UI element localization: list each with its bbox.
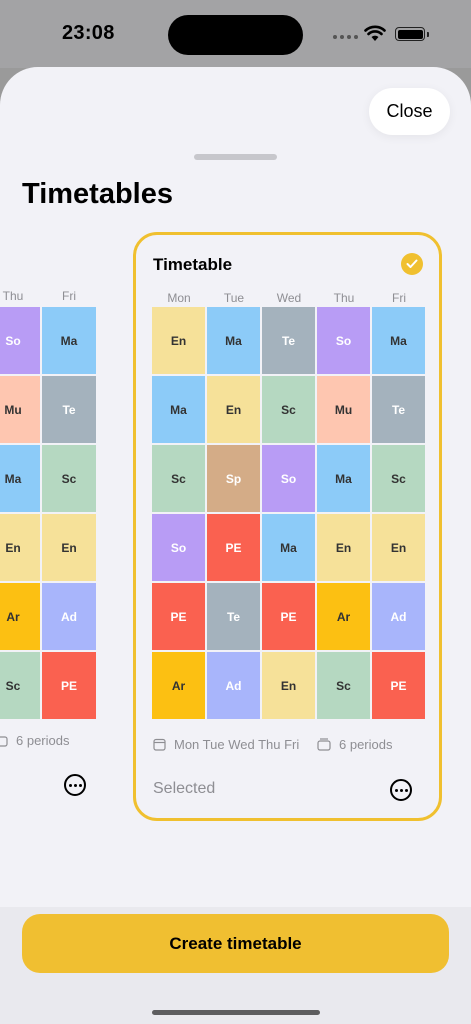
wifi-icon [364, 25, 386, 41]
timetable-cell: Ma [152, 376, 205, 443]
timetable-cell: Ma [0, 445, 40, 512]
timetable-cell: Te [372, 376, 425, 443]
timetable-cell: Te [207, 583, 260, 650]
timetable-cell: So [152, 514, 205, 581]
timetable-cell: Ma [262, 514, 315, 581]
create-timetable-button[interactable]: Create timetable [22, 914, 449, 973]
timetable-cell: Sp [207, 445, 260, 512]
timetable-cell: PE [152, 583, 205, 650]
timetable-cell: Sc [262, 376, 315, 443]
timetable-title: Timetable [153, 255, 233, 274]
timetable-card-selected[interactable]: Timetable Mon Tue Wed Thu Fri En Ma Te So Ma Ma En… [133, 232, 442, 821]
timetable-cell: Sc [0, 652, 40, 719]
day-header-wed: Wed [276, 291, 302, 305]
timetable-cell: En [42, 514, 96, 581]
more-options-icon[interactable] [390, 779, 412, 801]
timetable-cell: En [317, 514, 370, 581]
stack-icon [317, 738, 331, 751]
calendar-icon [153, 738, 166, 751]
day-header-thu: Thu [333, 291, 355, 305]
timetable-cell: PE [262, 583, 315, 650]
checkmark-icon [401, 253, 423, 275]
periods-text: 6 periods [339, 737, 393, 752]
timetable-cell: Ar [0, 583, 40, 650]
timetable-cell: Ma [372, 307, 425, 374]
timetable-cell: Te [42, 376, 96, 443]
page-title: Timetables [22, 178, 173, 210]
timetable-cell: En [0, 514, 40, 581]
timetable-cell: En [372, 514, 425, 581]
more-options-icon[interactable] [64, 774, 86, 796]
days-text: Mon Tue Wed Thu Fri [174, 737, 300, 752]
timetable-cell: So [0, 307, 40, 374]
timetable-cell: Ar [317, 583, 370, 650]
timetables-sheet: Close Timetables Thu Fri So Ma Mu Te Ma Sc En En… [0, 67, 471, 1024]
timetable-cell: En [262, 652, 315, 719]
battery-icon [395, 27, 429, 41]
day-header-thu: Thu [2, 289, 24, 303]
timetable-cell: Ad [207, 652, 260, 719]
day-header-mon: Mon [167, 291, 191, 305]
status-time: 23:08 [62, 22, 115, 44]
timetable-cell: Mu [0, 376, 40, 443]
timetable-cell: PE [372, 652, 425, 719]
days-info: Mon Tue Wed Thu Fri [153, 737, 299, 752]
timetable-cell: Ad [42, 583, 96, 650]
day-header-tue: Tue [223, 291, 245, 305]
timetable-cell: Te [262, 307, 315, 374]
timetable-cell: Ar [152, 652, 205, 719]
timetable-cell: Ad [372, 583, 425, 650]
timetable-cell: Ma [207, 307, 260, 374]
close-button[interactable]: Close [369, 88, 450, 135]
home-indicator[interactable] [152, 1010, 320, 1015]
cellular-icon [333, 35, 358, 39]
timetable-cell: Sc [317, 652, 370, 719]
day-header-fri: Fri [62, 289, 76, 303]
timetable-cell: PE [42, 652, 96, 719]
timetable-cell: PE [207, 514, 260, 581]
timetable-cell: Mu [317, 376, 370, 443]
sheet-grabber[interactable] [194, 154, 277, 160]
day-header-fri: Fri [392, 291, 406, 305]
selected-status: Selected [153, 780, 216, 797]
timetable-cell: Sc [42, 445, 96, 512]
timetable-cell: Ma [42, 307, 96, 374]
dynamic-island [168, 15, 303, 55]
timetable-cell: Sc [372, 445, 425, 512]
stack-icon [0, 735, 8, 747]
periods-info-left: 6 periods [0, 733, 69, 748]
periods-info: 6 periods [317, 737, 392, 752]
timetable-cell: En [207, 376, 260, 443]
timetable-grid-left: So Ma Mu Te Ma Sc En En Ar Ad Sc PE [0, 307, 96, 719]
timetable-cell: So [262, 445, 315, 512]
status-bar: 23:08 [0, 0, 471, 68]
timetable-grid: En Ma Te So Ma Ma En Sc Mu Te Sc Sp So Ma Sc So PE Ma En En… [152, 307, 425, 719]
timetable-cell: So [317, 307, 370, 374]
timetable-cell: Sc [152, 445, 205, 512]
timetable-cell: Ma [317, 445, 370, 512]
timetable-cell: En [152, 307, 205, 374]
periods-text-left: 6 periods [16, 733, 70, 748]
